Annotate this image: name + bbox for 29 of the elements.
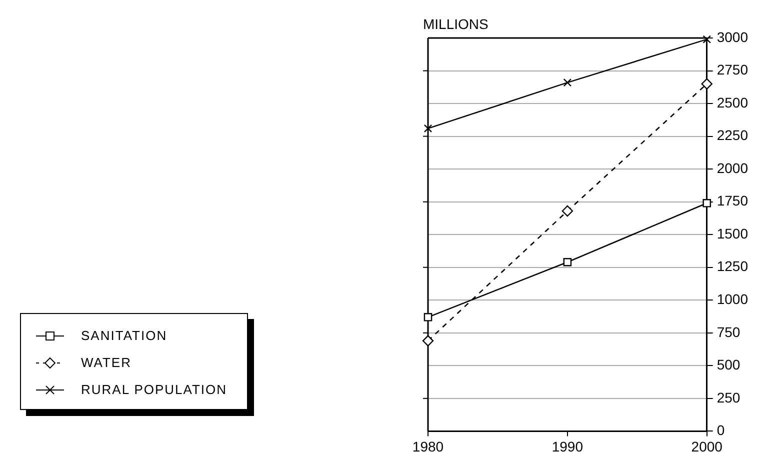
y-tick-label: 1500 — [716, 225, 748, 242]
x-tick-label: 1980 — [412, 438, 444, 454]
y-tick-label: 750 — [716, 324, 740, 340]
y-tick-label: 3000 — [716, 28, 748, 45]
point — [424, 124, 432, 133]
x-tick-label: 2000 — [691, 438, 723, 454]
point — [562, 205, 574, 217]
y-tick-label: 1000 — [716, 290, 748, 307]
point — [702, 199, 711, 208]
y-tick-label: 1250 — [716, 258, 748, 274]
point — [702, 35, 711, 44]
x-tick-label: 1990 — [552, 438, 584, 454]
point — [563, 258, 572, 266]
point — [701, 78, 712, 90]
point — [563, 78, 572, 87]
y-tick-label: 2500 — [716, 94, 748, 110]
y-tick-label: 0 — [716, 422, 725, 438]
legend-label: RURAL POPULATION — [81, 382, 228, 397]
y-axis-title: MILLIONS — [423, 16, 488, 32]
y-tick-label: 1750 — [716, 192, 748, 209]
y-tick-label: 2750 — [716, 62, 748, 78]
point — [422, 335, 434, 346]
legend-label: WATER — [81, 355, 132, 370]
y-tick-label: 2000 — [716, 160, 748, 176]
y-tick-label: 500 — [716, 356, 740, 373]
legend-label: SANITATION — [81, 328, 168, 343]
point — [424, 313, 432, 322]
y-tick-label: 250 — [716, 389, 740, 406]
y-tick-label: 2250 — [716, 127, 748, 144]
